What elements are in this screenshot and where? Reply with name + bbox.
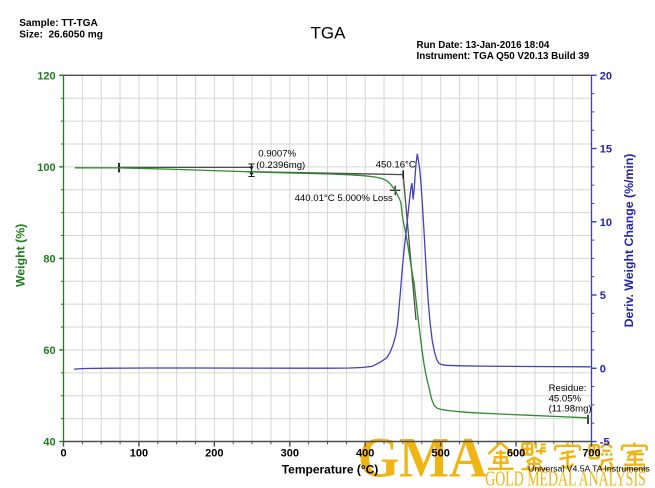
svg-text:100: 100	[37, 162, 55, 174]
svg-text:600: 600	[507, 447, 525, 459]
svg-text:GMA: GMA	[358, 425, 487, 488]
svg-text:GOLD MEDAL ANALYSIS: GOLD MEDAL ANALYSIS	[485, 467, 645, 488]
svg-text:5: 5	[600, 290, 606, 302]
svg-text:40: 40	[43, 437, 55, 449]
svg-text:(0.2396mg): (0.2396mg)	[256, 160, 305, 171]
svg-text:Universal V4.5A TA Instruments: Universal V4.5A TA Instruments	[528, 463, 650, 473]
svg-text:0: 0	[60, 447, 66, 459]
svg-text:TGA: TGA	[311, 23, 347, 42]
svg-text:Sample: TT-TGA: Sample: TT-TGA	[19, 18, 98, 29]
svg-text:450.16°C: 450.16°C	[376, 159, 416, 170]
svg-text:Temperature (°C): Temperature (°C)	[282, 462, 379, 476]
svg-text:Deriv. Weight Change (%/min): Deriv. Weight Change (%/min)	[622, 154, 636, 328]
svg-text:0: 0	[600, 363, 606, 375]
svg-text:60: 60	[43, 345, 55, 357]
svg-text:45.05%: 45.05%	[549, 393, 582, 404]
svg-text:20: 20	[600, 70, 612, 82]
svg-text:440.01°C 5.000% Loss: 440.01°C 5.000% Loss	[295, 193, 393, 204]
svg-text:15: 15	[600, 144, 612, 156]
svg-text:Instrument: TGA Q50 V20.13 Bui: Instrument: TGA Q50 V20.13 Build 39	[417, 51, 590, 62]
svg-text:500: 500	[431, 447, 449, 459]
svg-text:400: 400	[356, 447, 374, 459]
svg-text:Weight (%): Weight (%)	[13, 224, 27, 287]
svg-text:300: 300	[281, 447, 299, 459]
svg-text:0.9007%: 0.9007%	[258, 148, 296, 159]
svg-text:200: 200	[205, 447, 223, 459]
svg-text:10: 10	[600, 217, 612, 229]
svg-text:120: 120	[37, 70, 55, 82]
svg-text:-5: -5	[600, 437, 610, 449]
svg-text:(11.98mg): (11.98mg)	[549, 404, 592, 415]
svg-text:Run Date: 13-Jan-2016 18:04: Run Date: 13-Jan-2016 18:04	[417, 40, 550, 51]
svg-text:700: 700	[582, 447, 600, 459]
svg-text:100: 100	[130, 447, 148, 459]
svg-text:Size: 26.6050 mg: Size: 26.6050 mg	[19, 29, 103, 40]
svg-text:Residue:: Residue:	[549, 383, 587, 394]
svg-text:80: 80	[43, 254, 55, 266]
